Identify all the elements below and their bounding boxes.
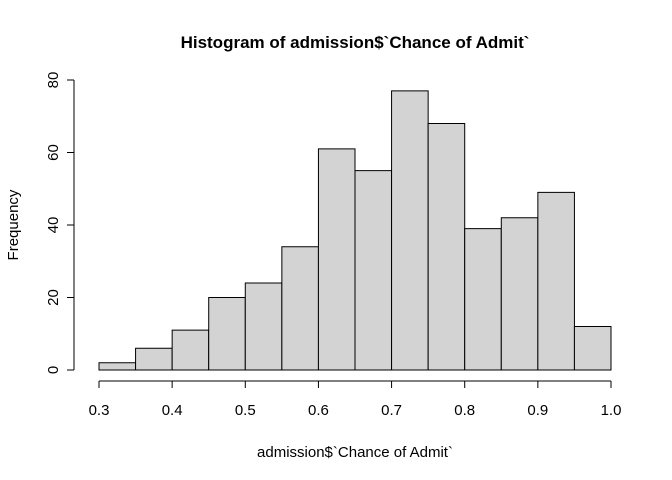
histogram-bar (208, 297, 246, 371)
y-tick-label: 40 (45, 217, 62, 234)
y-tick-label: 80 (45, 72, 62, 89)
y-tick-label: 60 (45, 144, 62, 161)
bars-group (98, 90, 612, 371)
x-tick-label: 0.9 (527, 402, 548, 419)
histogram-bar (317, 148, 356, 371)
chart-title: Histogram of admission$`Chance of Admit` (181, 33, 530, 52)
y-axis-label: Frequency (5, 189, 22, 260)
x-tick-label: 0.5 (235, 402, 256, 419)
x-tick-label: 0.8 (454, 402, 475, 419)
y-axis: 0 20 40 60 80 (45, 72, 75, 374)
y-tick-label: 20 (45, 289, 62, 306)
x-tick-label: 0.7 (381, 402, 402, 419)
histogram-bar (281, 246, 319, 371)
histogram-bar (354, 170, 393, 371)
histogram-bar (244, 282, 283, 371)
y-tick-label: 0 (45, 366, 62, 374)
x-axis: 0.3 0.4 0.5 0.6 0.7 0.8 0.9 1.0 (89, 380, 622, 419)
histogram-bar (573, 326, 612, 371)
histogram-bar (135, 347, 173, 371)
histogram-bar (391, 90, 429, 371)
x-axis-label: admission$`Chance of Admit` (257, 444, 453, 461)
histogram-bar (171, 329, 210, 371)
x-tick-label: 0.3 (89, 402, 110, 419)
histogram-bar (98, 362, 137, 371)
x-tick-label: 1.0 (601, 402, 622, 419)
histogram-bar (537, 191, 575, 371)
x-tick-label: 0.6 (308, 402, 329, 419)
histogram-bar (427, 123, 466, 371)
x-tick-label: 0.4 (162, 402, 183, 419)
histogram-bar (464, 228, 502, 371)
histogram-bar (500, 217, 539, 371)
